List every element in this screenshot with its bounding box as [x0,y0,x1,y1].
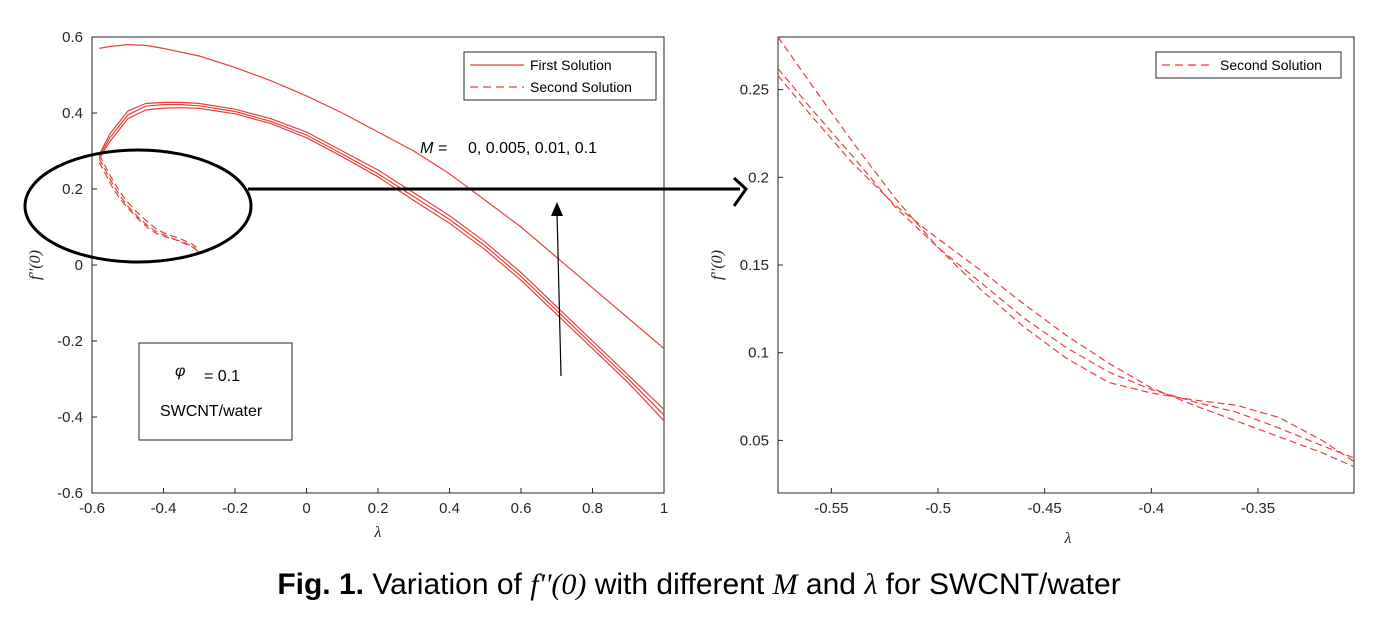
right-y-tick-label: 0.1 [748,345,769,362]
left-x-axis-label: λ [374,524,382,541]
left-x-tick-label: 0.2 [368,500,389,517]
right-plot-area [777,36,1355,494]
left-x-tick-label: 0.8 [582,500,603,517]
right-series-group [777,36,1355,468]
phi-annotation-box [138,342,293,441]
left-series-first-solution-line [98,104,665,416]
zoom-connector-arrowhead [732,176,748,207]
left-y-tick-label: 0 [75,257,83,274]
left-chart: -0.6 -0.4 -0.2 0 0.2 0.4 0.6 0.8 1 0.6 0.4 0.2 0 -0.2… [23,29,748,541]
left-x-tick-label: -0.6 [79,500,105,517]
caption-text-3: and [797,568,865,601]
left-x-tick-label: 0.6 [511,500,532,517]
right-legend: Second Solution [1155,51,1342,79]
phi-value: = 0.1 [204,368,240,385]
left-x-tick-label: 1 [660,500,668,517]
m-annotation-label: M = [420,140,447,157]
left-legend: First Solution Second Solution [463,51,657,101]
m-increase-arrowhead [551,202,563,216]
right-series-second-solution-line [777,75,1355,468]
legend-first-solution: First Solution [530,57,612,73]
right-x-tick-label: -0.5 [925,500,951,517]
legend-second-solution: Second Solution [530,79,632,95]
left-series-first-solution-line [98,107,665,422]
right-series-second-solution-line [777,68,1355,459]
left-series-first-solution-line [99,44,665,350]
right-legend-box [1155,51,1342,79]
left-y-tick-label: 0.4 [62,105,83,122]
zoom-region-ellipse [23,148,253,264]
left-x-tick-label: 0.4 [439,500,460,517]
right-x-tick-label: -0.4 [1138,500,1164,517]
left-series-second-solution-line [98,162,200,254]
left-series-second-solution-line [98,154,200,251]
left-y-tick-label: -0.2 [57,333,83,350]
right-y-tick-label: 0.15 [740,257,769,274]
left-series-group [98,44,665,422]
left-y-tick-label: 0.2 [62,181,83,198]
left-x-tick-label: -0.2 [222,500,248,517]
figure-caption: Fig. 1. Variation of f''(0) with differe… [0,568,1398,602]
caption-f-expression: f''(0) [530,568,587,601]
left-y-tick-label: -0.6 [57,485,83,502]
left-series-second-solution-line [98,158,200,253]
caption-text-2: with different [586,568,773,601]
right-chart: -0.55 -0.5 -0.45 -0.4 -0.35 0.25 0.2 0.15 0.1 0.0… [709,36,1355,547]
right-x-tick-label: -0.35 [1241,500,1275,517]
caption-lambda-symbol: λ [864,568,878,601]
figure-canvas: -0.6 -0.4 -0.2 0 0.2 0.4 0.6 0.8 1 0.6 0.4 0.2 0 -0.2… [23,29,1355,547]
phi-symbol: φ [175,363,185,380]
left-axis-ticks: -0.6 -0.4 -0.2 0 0.2 0.4 0.6 0.8 1 0.6 0.4 0.2 0 -0.2… [57,29,668,517]
right-x-tick-label: -0.45 [1028,500,1062,517]
left-x-tick-label: -0.4 [151,500,177,517]
m-annotation-values: 0, 0.005, 0.01, 0.1 [468,140,597,157]
left-x-tick-label: 0 [302,500,310,517]
caption-text-4: for SWCNT/water [877,568,1121,601]
left-y-axis-label: f''(0) [27,250,44,280]
right-y-tick-label: 0.2 [748,169,769,186]
right-y-tick-label: 0.05 [740,432,769,449]
right-axis-ticks: -0.55 -0.5 -0.45 -0.4 -0.35 0.25 0.2 0.15 0.1 0.0… [740,82,1275,517]
right-legend-second-solution: Second Solution [1220,57,1322,73]
right-y-tick-label: 0.25 [740,82,769,99]
right-x-axis-label: λ [1064,530,1072,547]
left-y-tick-label: -0.4 [57,409,83,426]
right-x-tick-label: -0.55 [814,500,848,517]
left-y-tick-label: 0.6 [62,29,83,46]
caption-text-1: Variation of [372,568,531,601]
fluid-label: SWCNT/water [160,403,263,420]
caption-prefix: Fig. 1. [277,568,364,601]
right-series-second-solution-line [777,36,1355,462]
right-y-axis-label: f''(0) [709,250,726,280]
m-increase-arrow [556,211,562,377]
caption-m-symbol: M [772,568,798,601]
left-series-first-solution-line [98,101,665,410]
left-legend-box [463,51,657,101]
